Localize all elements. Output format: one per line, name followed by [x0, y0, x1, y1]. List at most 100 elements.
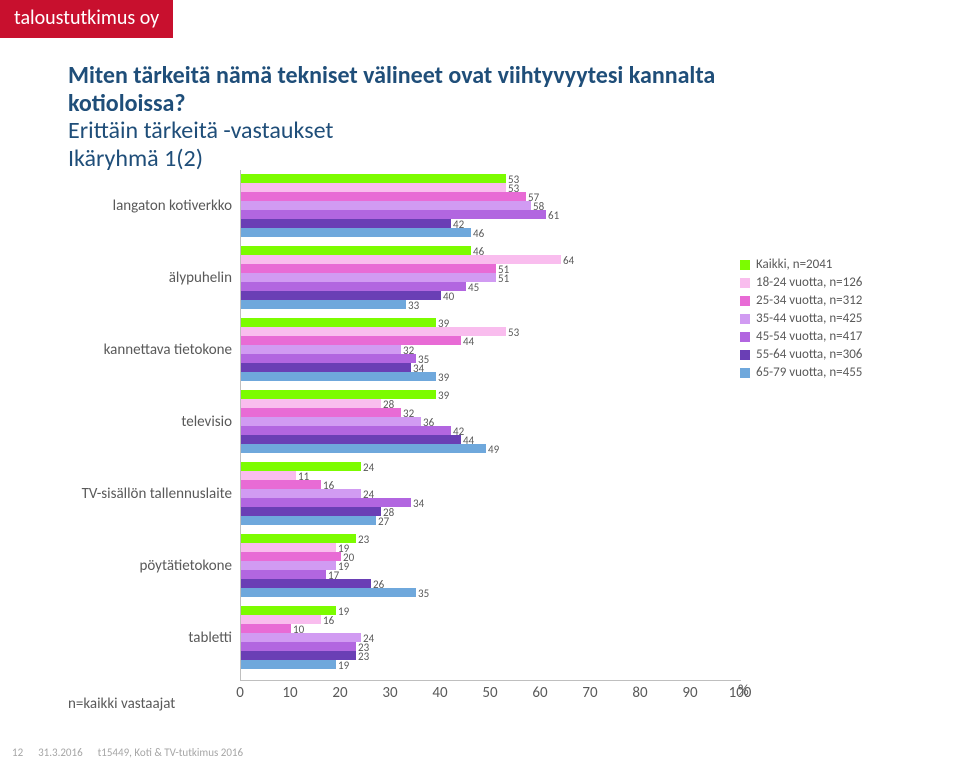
legend-label: 35-44 vuotta, n=425 [756, 311, 862, 326]
bar [241, 408, 401, 417]
x-tick-label: 50 [482, 684, 497, 702]
category-labels: langaton kotiverkkoälypuhelinkannettava … [40, 170, 240, 710]
category-label: TV-sisällön tallennuslaite [42, 485, 232, 503]
bar-value: 46 [473, 227, 484, 240]
x-tick-label: 20 [332, 684, 347, 702]
legend-label: 45-54 vuotta, n=417 [756, 329, 862, 344]
legend-swatch [740, 314, 750, 324]
bar [241, 435, 461, 444]
bar [241, 570, 326, 579]
footer-date: 31.3.2016 [38, 746, 83, 759]
bar [241, 399, 381, 408]
title-line-1: Miten tärkeitä nämä tekniset välineet ov… [68, 62, 788, 117]
brand-logo: taloustutkimus oy [0, 0, 173, 38]
legend-item: 18-24 vuotta, n=126 [740, 275, 862, 290]
bar [241, 210, 546, 219]
x-tick-label: 10 [282, 684, 297, 702]
bar [241, 606, 336, 615]
bar [241, 507, 381, 516]
x-tick-label: 90 [682, 684, 697, 702]
category-label: tabletti [42, 629, 232, 647]
bar [241, 192, 526, 201]
legend-label: 18-24 vuotta, n=126 [756, 275, 862, 290]
bar [241, 273, 496, 282]
bar [241, 174, 506, 183]
bar [241, 552, 341, 561]
legend-swatch [740, 350, 750, 360]
bar [241, 579, 371, 588]
bar [241, 642, 356, 651]
legend-swatch [740, 260, 750, 270]
legend-item: Kaikki, n=2041 [740, 257, 862, 272]
bar-value: 16 [323, 614, 334, 627]
bar [241, 201, 531, 210]
x-axis-unit: % [738, 682, 749, 700]
legend-swatch [740, 296, 750, 306]
bar-value: 23 [358, 650, 369, 663]
bar-value: 45 [468, 281, 479, 294]
bar-value: 24 [363, 461, 374, 474]
bar-value: 23 [358, 533, 369, 546]
bar [241, 183, 506, 192]
title-line-3: Ikäryhmä 1(2) [68, 145, 788, 173]
legend-label: Kaikki, n=2041 [756, 257, 832, 272]
legend: Kaikki, n=2041 18-24 vuotta, n=126 25-34 v… [740, 254, 862, 383]
legend-item: 45-54 vuotta, n=417 [740, 329, 862, 344]
legend-label: 65-79 vuotta, n=455 [756, 365, 862, 380]
bar-value: 61 [548, 209, 559, 222]
bar [241, 318, 436, 327]
legend-label: 25-34 vuotta, n=312 [756, 293, 862, 308]
legend-item: 65-79 vuotta, n=455 [740, 365, 862, 380]
category-label: älypuhelin [42, 269, 232, 287]
page-number: 12 [12, 746, 23, 759]
legend-item: 35-44 vuotta, n=425 [740, 311, 862, 326]
footer-meta: 12 31.3.2016 t15449, Koti & TV-tutkimus … [12, 746, 243, 759]
legend-swatch [740, 278, 750, 288]
x-tick-label: 60 [532, 684, 547, 702]
x-tick-label: 70 [582, 684, 597, 702]
bar-value: 40 [443, 290, 454, 303]
category-label: kannettava tietokone [42, 341, 232, 359]
footer-note: n=kaikki vastaajat [68, 695, 175, 713]
title-line-2: Erittäin tärkeitä -vastaukset [68, 117, 788, 145]
bar [241, 219, 451, 228]
legend-item: 55-64 vuotta, n=306 [740, 347, 862, 362]
bar [241, 345, 401, 354]
bar-value: 53 [508, 326, 519, 339]
chart-title: Miten tärkeitä nämä tekniset välineet ov… [68, 62, 788, 172]
bar [241, 282, 466, 291]
bar [241, 588, 416, 597]
bar [241, 255, 561, 264]
bar [241, 444, 486, 453]
bar [241, 543, 336, 552]
bar-value: 34 [413, 497, 424, 510]
bar [241, 480, 321, 489]
bar [241, 372, 436, 381]
legend-swatch [740, 332, 750, 342]
bar-value: 44 [463, 335, 474, 348]
bar-value: 27 [378, 515, 389, 528]
bar [241, 615, 321, 624]
legend-label: 55-64 vuotta, n=306 [756, 347, 862, 362]
bar-value: 35 [418, 587, 429, 600]
bar [241, 426, 451, 435]
bar [241, 624, 291, 633]
legend-item: 25-34 vuotta, n=312 [740, 293, 862, 308]
category-label: pöytätietokone [42, 557, 232, 575]
bar [241, 354, 416, 363]
bar [241, 516, 376, 525]
bar [241, 390, 436, 399]
bar-value: 33 [408, 299, 419, 312]
legend-swatch [740, 368, 750, 378]
bar-value: 19 [338, 659, 349, 672]
bar-value: 39 [438, 371, 449, 384]
x-tick-label: 0 [236, 684, 244, 702]
bar-value: 19 [338, 605, 349, 618]
bar [241, 489, 361, 498]
plot-area: 5353575861424646645151454033395344323534… [240, 170, 741, 681]
bar-value: 51 [498, 272, 509, 285]
category-label: televisio [42, 413, 232, 431]
footer-ref: t15449, Koti & TV-tutkimus 2016 [98, 746, 243, 759]
bar [241, 660, 336, 669]
bar-value: 19 [338, 560, 349, 573]
